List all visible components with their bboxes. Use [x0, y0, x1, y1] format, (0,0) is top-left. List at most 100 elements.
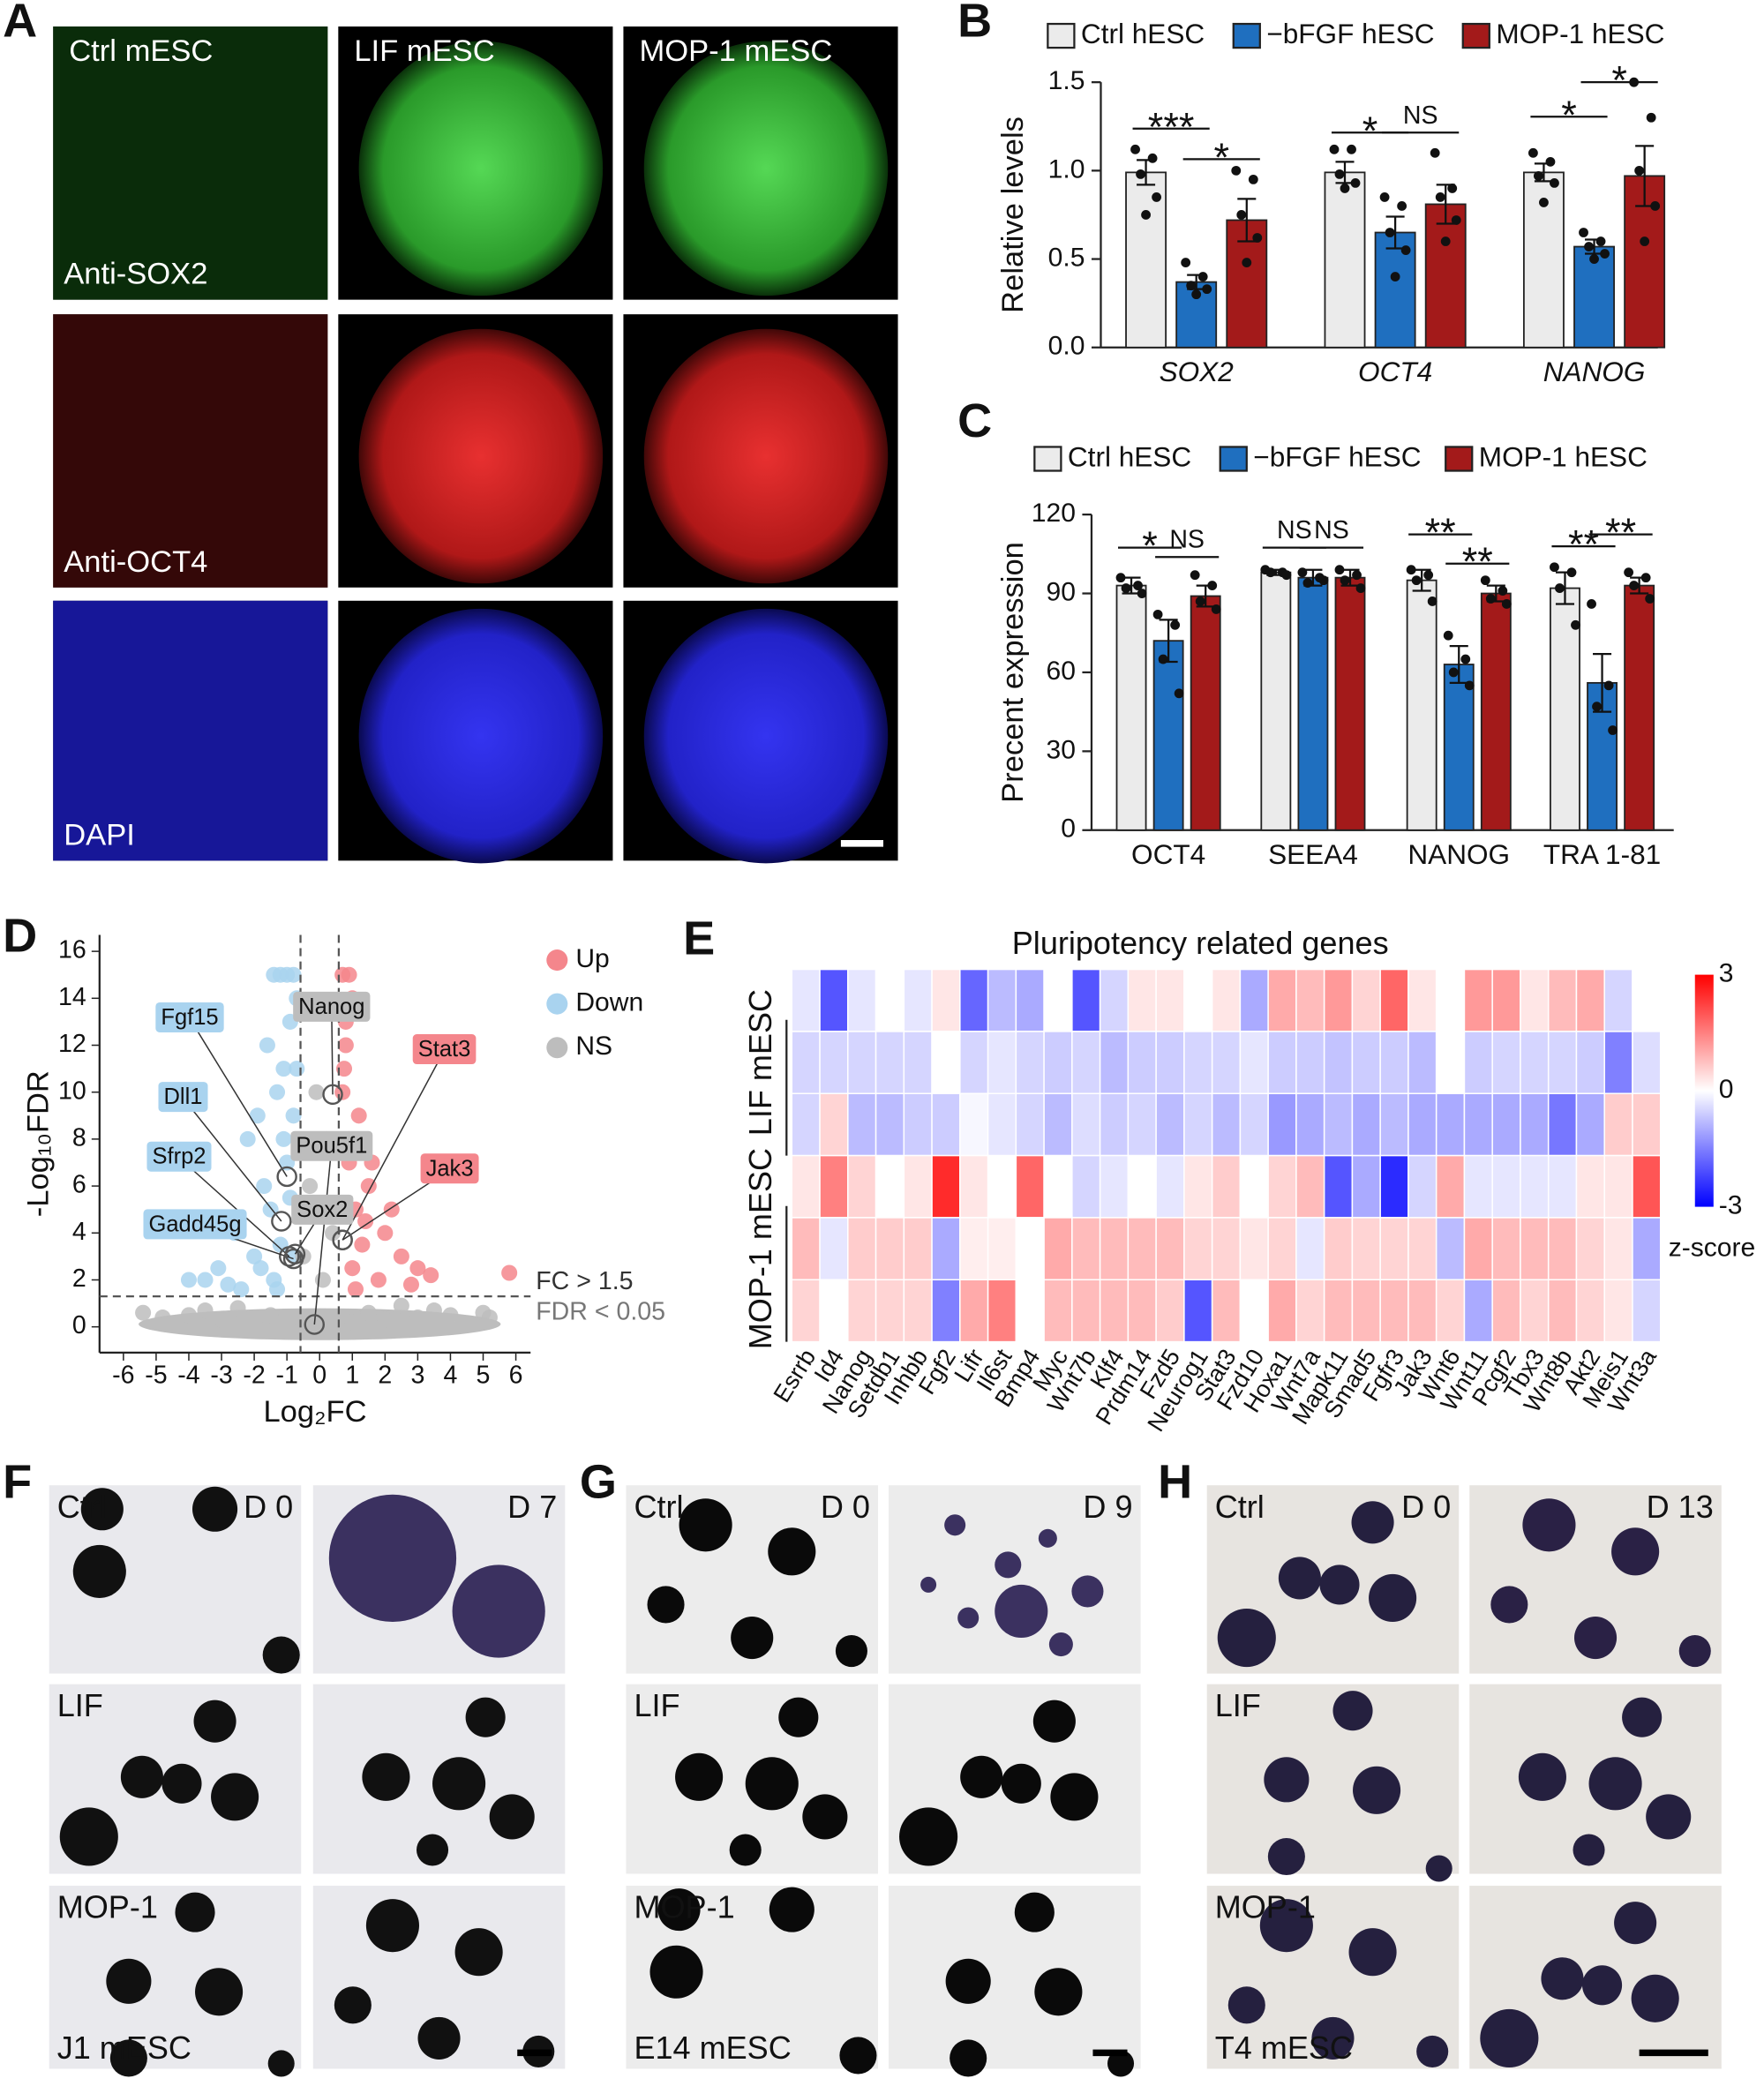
data-point — [1650, 201, 1661, 211]
x-tick-label: 1 — [345, 1362, 359, 1390]
colony — [1227, 1986, 1265, 2024]
colony — [729, 1834, 762, 1866]
heatmap-cell — [1211, 1031, 1242, 1095]
heatmap-cell — [1043, 1031, 1073, 1095]
data-point — [1624, 567, 1634, 578]
colorbar-tick-label: 0 — [1719, 1075, 1734, 1104]
data-point — [239, 1130, 256, 1147]
colony — [362, 1752, 410, 1801]
y-tick-label: 90 — [1046, 577, 1075, 606]
day-label: D 9 — [1083, 1489, 1132, 1525]
data-point — [1265, 567, 1276, 578]
panel-letter: B — [957, 0, 992, 47]
data-point — [1579, 228, 1588, 237]
data-point — [341, 966, 357, 983]
row-label: LIF — [634, 1687, 679, 1723]
heatmap-cell — [987, 1031, 1017, 1095]
data-point — [393, 1248, 409, 1264]
colony — [899, 1807, 958, 1866]
colony — [1541, 1957, 1584, 2000]
data-point — [360, 1304, 377, 1321]
legend-swatch — [1047, 22, 1076, 49]
data-point — [1133, 581, 1143, 590]
day-label: D 0 — [821, 1489, 870, 1525]
heatmap-cell — [1323, 1279, 1354, 1343]
x-tick-label: -1 — [275, 1362, 297, 1390]
colony — [1622, 1697, 1663, 1737]
data-point — [1334, 565, 1345, 575]
heatmap-cell — [791, 1092, 821, 1157]
heatmap-cell — [1520, 1092, 1550, 1157]
data-point — [1195, 597, 1205, 606]
heatmap-cell — [1211, 1154, 1242, 1219]
colony — [1425, 1855, 1452, 1882]
colony — [1351, 1501, 1394, 1544]
bar — [1260, 571, 1292, 831]
heatmap-cell — [1099, 1031, 1130, 1095]
heatmap-cell — [1547, 1154, 1578, 1219]
heatmap-cell — [1603, 1217, 1633, 1281]
colorbar-tick-label: -3 — [1719, 1191, 1743, 1220]
heatmap-cell — [1099, 1217, 1130, 1281]
heatmap-cell — [847, 1031, 877, 1095]
heatmap-cell — [1547, 968, 1578, 1032]
data-point — [501, 1264, 518, 1281]
panel-letter: E — [683, 912, 715, 964]
colorbar-tick-label: 3 — [1719, 959, 1734, 988]
colony — [920, 1576, 937, 1593]
data-point — [1555, 583, 1565, 593]
cell-line-label: J1 mESC — [57, 2030, 191, 2066]
data-point — [1152, 609, 1163, 619]
colony — [192, 1486, 238, 1532]
bar — [1190, 595, 1221, 831]
data-point — [1545, 156, 1556, 167]
data-point — [1498, 586, 1508, 596]
colony — [267, 2050, 295, 2077]
panel-letter: F — [3, 1456, 32, 1509]
data-point — [1136, 169, 1145, 179]
data-point — [279, 1154, 296, 1171]
colony — [1646, 1794, 1692, 1840]
data-point — [1460, 654, 1471, 664]
micrograph — [1206, 1684, 1460, 1874]
colony — [1678, 1635, 1711, 1668]
heatmap-cell — [987, 968, 1017, 1032]
heatmap-cell — [1603, 1092, 1633, 1157]
heatmap-cell — [1603, 1031, 1633, 1095]
row-label: MOP-1 — [634, 1889, 734, 1925]
x-tick-label: NANOG — [1543, 356, 1646, 387]
threshold-label: FC > 1.5 — [536, 1267, 633, 1295]
heatmap-cell — [1239, 1092, 1269, 1157]
heatmap-cell — [847, 968, 877, 1032]
data-point — [1152, 192, 1162, 202]
data-point — [337, 1037, 354, 1054]
data-point — [1334, 169, 1345, 179]
gene-label: Pou5f1 — [296, 1134, 367, 1159]
heatmap-cell — [1575, 1031, 1605, 1095]
heatmap-cell — [1183, 1279, 1213, 1343]
heatmap-cell — [1603, 1154, 1633, 1219]
gene-label: Fgf15 — [161, 1005, 218, 1030]
heatmap-cell — [903, 1092, 933, 1157]
legend-label: −bFGF hESC — [1253, 440, 1421, 472]
heatmap-cell — [1632, 1154, 1662, 1219]
error-bar — [1237, 198, 1257, 243]
column-label: Ctrl mESC — [69, 34, 213, 68]
heatmap-cell — [1211, 1217, 1242, 1281]
heatmap-cell — [1379, 968, 1409, 1032]
leader-line — [313, 1146, 333, 1325]
heatmap-cell — [1267, 1217, 1297, 1281]
gene-label: Dll1 — [164, 1084, 203, 1109]
cell-field — [53, 314, 328, 588]
heatmap-cell — [1379, 1279, 1409, 1343]
heatmap-cell — [1183, 968, 1213, 1032]
heatmap-cell — [1407, 1279, 1437, 1343]
row-group-label: LIF mESC — [742, 989, 778, 1136]
data-point — [377, 1225, 394, 1242]
colony — [643, 328, 889, 584]
bar — [1297, 576, 1329, 831]
heatmap-cell — [874, 1279, 905, 1343]
heatmap-cell — [847, 1279, 877, 1343]
heatmap-cell — [1491, 1279, 1521, 1343]
heatmap-cell — [1520, 1154, 1550, 1219]
